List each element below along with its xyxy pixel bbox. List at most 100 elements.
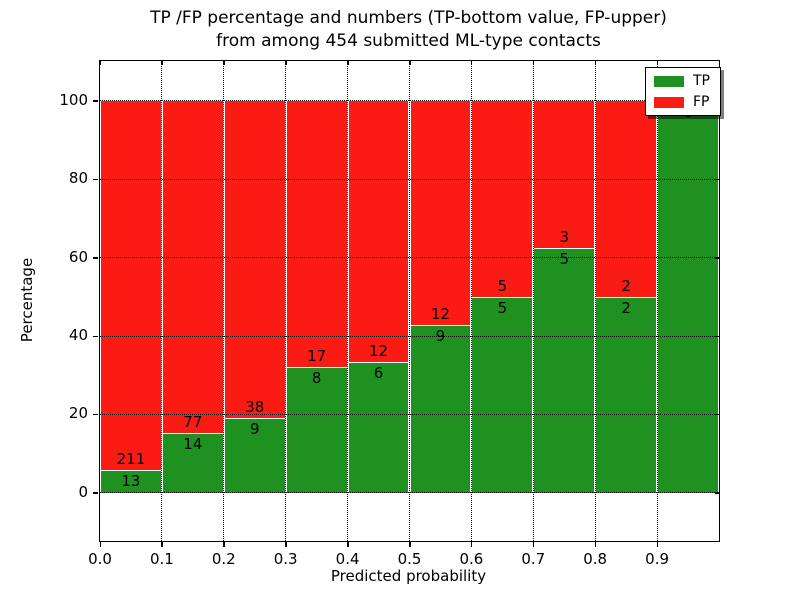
bar-label-fp: 77 [183,412,203,431]
x-tick [161,542,163,547]
bar-segment-fp [162,100,223,433]
bar-label-tp: 5 [497,298,508,317]
gridline-vertical [223,61,225,541]
bar-label-tp: 9 [435,326,446,345]
legend-item-fp: FP [654,95,710,109]
x-tick [99,542,101,547]
bar-segment-fp [224,100,285,418]
x-tick [409,542,411,547]
y-tick-label: 60 [68,247,88,266]
y-tick [93,492,98,494]
bar-label-tp: 8 [311,369,322,388]
x-tick-label: 0.4 [335,550,360,568]
bar-label-tp: 6 [373,364,384,383]
x-tick-label: 0.9 [645,550,670,568]
x-tick-top [285,61,287,65]
legend-item-tp: TP [654,74,710,88]
bar-segment-fp [286,100,347,368]
y-tick-label: 0 [78,482,88,501]
bar-label-fp: 5 [497,276,508,295]
x-tick-label: 0.1 [149,550,174,568]
x-tick-top [223,61,225,65]
x-tick-top [532,61,535,65]
bar-segment-tp [348,362,409,493]
x-tick-top [470,61,473,65]
bar-segment-tp [224,417,285,493]
bar-segment-tp [162,432,223,493]
bar-label-tp: 5 [559,249,570,268]
gridline-vertical [656,61,658,541]
x-axis-label: Predicted probability [330,567,487,585]
bar-segment-tp [658,100,718,493]
y-tick-label: 20 [68,404,88,423]
bar-segment-tp [534,247,595,493]
y-tick-label: 40 [68,326,88,345]
bar-segment-fp [534,100,595,248]
bar-label-fp: 12 [430,304,450,323]
chart-title-line1: TP /FP percentage and numbers (TP-bottom… [150,8,667,28]
y-tick-right [715,335,719,338]
y-tick-right [715,413,719,416]
x-tick [470,542,473,547]
bar-label-tp: 2 [621,298,631,317]
x-tick-top [99,61,101,65]
x-tick [656,542,659,547]
bar-segment-tp [410,324,471,493]
x-tick-top [347,61,349,65]
plot-area: TP FP 211137714389178126129553522060.00.… [59,60,721,568]
x-tick [285,542,287,547]
y-tick [93,257,98,259]
y-tick-right [715,178,719,181]
gridline-vertical [470,61,472,541]
x-tick-top [409,61,411,65]
bar-segment-fp [101,100,161,471]
bar-label-fp: 12 [369,342,389,361]
bar-segment-tp [286,367,347,493]
bar-segment-fp [348,100,409,363]
legend-label-tp: TP [693,73,710,89]
y-tick-label: 100 [59,90,88,109]
y-tick-right [715,492,719,494]
x-tick-label: 0.3 [273,550,298,568]
fp-swatch-icon [654,96,684,108]
x-tick-top [594,61,597,65]
bar-segment-tp [472,296,533,493]
y-axis-label: Percentage [18,257,36,343]
gridline-vertical [347,61,349,541]
x-tick [532,542,535,547]
y-tick [93,100,98,102]
x-tick-label: 0.2 [211,550,236,568]
bar-label-fp: 38 [245,397,265,416]
legend-label-fp: FP [693,94,710,110]
y-tick [93,413,98,416]
x-tick-label: 0.5 [397,550,422,568]
x-tick-label: 0.0 [88,550,112,568]
bar-segment-tp [101,470,161,493]
bar-segment-fp [596,100,657,297]
x-tick-top [656,61,659,65]
bar-segment-tp [596,296,657,493]
bar-label-fp: 211 [116,450,146,469]
y-tick-right [715,257,719,259]
bar-label-fp: 17 [307,347,327,366]
x-tick [594,542,597,547]
bar-segment-fp [472,100,533,297]
x-tick-top [161,61,163,65]
gridline-vertical [285,61,287,541]
legend: TP FP [645,67,721,116]
bar-label-fp: 2 [621,276,631,295]
x-tick-label: 0.8 [583,550,608,568]
gridline-vertical [532,61,534,541]
x-tick [223,542,225,547]
x-tick-label: 0.7 [521,550,546,568]
gridline-vertical [161,61,163,541]
bar-segment-fp [410,100,471,325]
chart-title-line2: from among 454 submitted ML-type contact… [216,31,601,51]
y-tick-label: 80 [68,169,88,188]
bar-label-tp: 14 [183,434,203,453]
bar-label-fp: 3 [559,227,570,246]
tp-swatch-icon [654,75,684,87]
x-tick [347,542,349,547]
bar-label-tp: 9 [249,419,260,438]
